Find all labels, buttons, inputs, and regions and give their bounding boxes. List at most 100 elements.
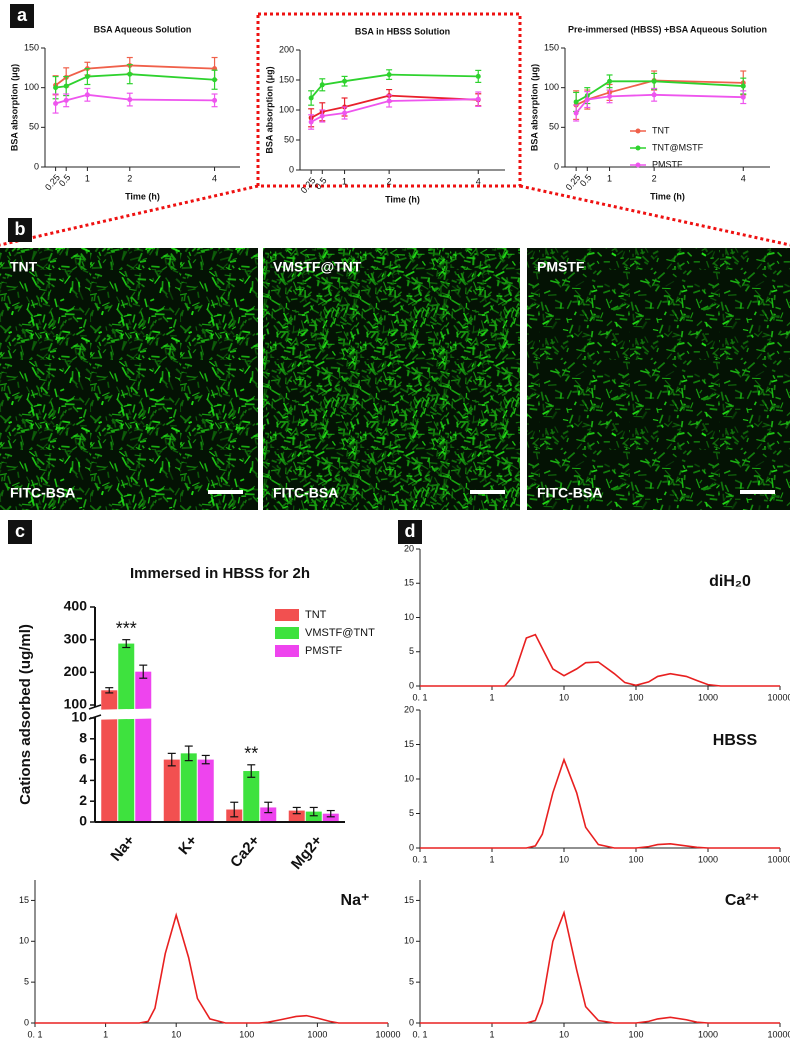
point [386, 72, 392, 78]
panel-letter-box [398, 520, 422, 544]
y-axis-label: BSA absorption (μg) [264, 66, 274, 153]
micrograph [527, 248, 790, 510]
x-axis-label: Time (h) [385, 194, 420, 204]
panel-letter-box [8, 520, 32, 544]
y-tick-label: 4 [79, 771, 87, 787]
point [84, 74, 90, 80]
x-tick-label: 10000 [767, 854, 790, 864]
x-tick-label: 1 [85, 173, 90, 183]
x-tick-label: 0. 1 [27, 1029, 42, 1039]
x-tick-label: 10 [559, 692, 569, 702]
x-tick-label: 1 [607, 173, 612, 183]
y-tick-label: 10 [71, 709, 87, 725]
y-axis-label: Cations adsorbed (ug/ml) [17, 624, 34, 805]
point [651, 92, 657, 98]
image-caption: FITC-BSA [537, 485, 602, 501]
bar [305, 811, 322, 822]
legend-swatch [275, 609, 299, 621]
x-tick-label: 0.5 [578, 172, 594, 188]
image-label: TNT [10, 259, 38, 275]
image-label: PMSTF [537, 259, 585, 275]
x-tick-label: 10000 [767, 692, 790, 702]
x-tick-label: 1 [489, 692, 494, 702]
y-tick-label: 10 [404, 612, 414, 622]
chart-label: HBSS [713, 732, 758, 749]
legend-marker [635, 145, 641, 151]
highlight-box [256, 12, 522, 188]
x-tick-label: 100 [239, 1029, 254, 1039]
y-tick-label: 0 [409, 1017, 414, 1027]
x-tick-label: 0. 1 [412, 692, 427, 702]
legend-swatch [275, 645, 299, 657]
point [651, 78, 657, 84]
y-tick-label: 0 [79, 813, 87, 829]
y-tick-label: 150 [544, 42, 559, 52]
x-tick-label: 2 [652, 173, 657, 183]
bar [197, 759, 214, 822]
y-tick-label: 50 [29, 122, 39, 132]
legend-label: TNT [652, 125, 670, 135]
legend-label: TNT@MSTF [652, 142, 704, 152]
y-tick-label: 150 [279, 74, 294, 84]
y-tick-label: 15 [404, 739, 414, 749]
series-line [575, 80, 744, 103]
point [740, 83, 746, 89]
x-tick-label: 1 [489, 1029, 494, 1039]
point [127, 97, 133, 103]
axis-break [87, 704, 345, 720]
point [53, 85, 59, 91]
y-tick-label: 0 [409, 680, 414, 690]
y-tick-label: 0 [409, 842, 414, 852]
y-tick-label: 10 [19, 936, 29, 946]
y-axis-label: BSA absorption (μg) [529, 64, 539, 151]
y-tick-label: 300 [64, 630, 88, 646]
series-line [310, 73, 479, 99]
x-tick-label: 100 [628, 1029, 643, 1039]
point [84, 92, 90, 98]
point [63, 83, 69, 89]
x-tick-label: 1 [342, 176, 347, 186]
point [308, 119, 314, 125]
point [342, 78, 348, 84]
x-axis-label: Time (h) [125, 191, 160, 201]
point [127, 71, 133, 77]
point [63, 97, 69, 103]
point [573, 99, 579, 105]
x-tick-label: 0.5 [313, 175, 329, 191]
x-tick-label: 1000 [698, 692, 718, 702]
y-tick-label: 50 [549, 122, 559, 132]
x-tick-label: 1 [489, 854, 494, 864]
series-line [55, 73, 215, 89]
chart-title: Pre-immersed (HBSS) +BSA Aqueous Solutio… [568, 24, 767, 34]
y-tick-label: 20 [404, 704, 414, 714]
y-tick-label: 200 [279, 44, 294, 54]
point [607, 78, 613, 84]
x-tick-label: 100 [628, 854, 643, 864]
point [740, 94, 746, 100]
point [475, 96, 481, 102]
point [342, 110, 348, 116]
bar [288, 810, 305, 822]
y-tick-label: 100 [279, 104, 294, 114]
image-caption: FITC-BSA [273, 485, 338, 501]
x-tick-label: 4 [476, 176, 481, 186]
series-line [575, 93, 744, 114]
series-line [420, 909, 780, 1024]
point [308, 95, 314, 101]
series-line [35, 912, 388, 1024]
x-tick-label: 10 [171, 1029, 181, 1039]
y-tick-label: 15 [404, 895, 414, 905]
y-tick-label: 100 [64, 696, 88, 712]
panel-letter: b [15, 219, 26, 239]
y-tick-label: 400 [64, 598, 88, 614]
bar [260, 807, 277, 822]
x-tick-label: 1000 [307, 1029, 327, 1039]
zoom-line [519, 184, 790, 247]
significance: ** [244, 744, 258, 764]
series-line [310, 98, 479, 123]
point [607, 93, 613, 99]
legend-label: PMSTF [652, 159, 683, 169]
panel-letter: a [17, 5, 28, 25]
